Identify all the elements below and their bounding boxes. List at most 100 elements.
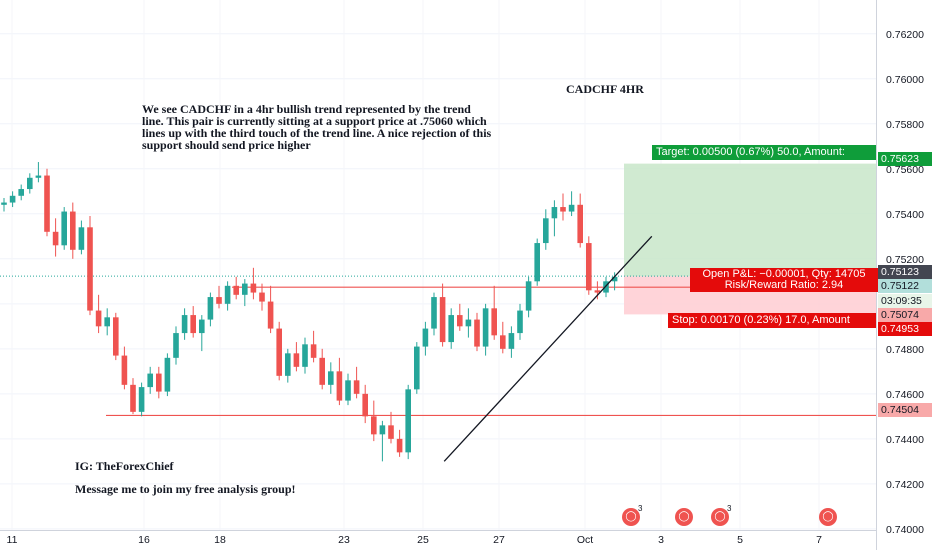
ig-handle: IG: TheForexChief	[75, 459, 174, 473]
candle	[52, 231, 59, 246]
countdown-label: 03:09:35	[878, 294, 932, 308]
candle	[465, 319, 472, 327]
stop-label: Stop: 0.00170 (0.23%) 17.0, Amount	[668, 313, 876, 328]
x-tick-label: 11	[7, 534, 18, 546]
candle	[310, 344, 317, 358]
y-tick-label: 0.74800	[886, 344, 924, 356]
candle	[336, 371, 343, 401]
candle	[474, 319, 480, 347]
candle	[405, 389, 411, 453]
x-tick-label: 23	[338, 534, 350, 546]
candle	[267, 301, 274, 329]
time-axis: 11 16 18 23 25 27 Oct 3 5 7	[7, 534, 823, 546]
calendar-event-icon[interactable]: ◯	[622, 508, 640, 526]
candle	[457, 315, 463, 327]
event-count: 3	[727, 504, 732, 513]
trendline	[443, 235, 653, 462]
calendar-event-icon[interactable]: ◯	[675, 508, 693, 526]
y-tick-label: 0.74000	[886, 524, 924, 536]
analysis-note: We see CADCHF in a 4hr bullish trend rep…	[142, 102, 492, 152]
candle	[568, 204, 575, 212]
x-tick-label: 25	[417, 534, 429, 546]
candle	[517, 310, 523, 334]
candle	[388, 425, 394, 439]
candle	[371, 416, 377, 435]
candle	[27, 177, 33, 190]
candle	[199, 319, 205, 334]
candle	[113, 317, 119, 356]
candle	[95, 310, 102, 327]
calendar-event-icon[interactable]: ◯	[711, 508, 729, 526]
event-count: 3	[638, 504, 643, 513]
candle	[285, 353, 291, 376]
y-tick-label: 0.75400	[886, 209, 924, 221]
candle	[44, 175, 50, 232]
target-label: Target: 0.00500 (0.67%) 50.0, Amount:	[652, 145, 876, 160]
open-pnl-label: Open P&L: −0.00001, Qty: 14705	[690, 268, 878, 281]
x-tick-label: 3	[658, 534, 664, 546]
candle	[259, 292, 265, 302]
entry-price-label: 0.75122	[878, 279, 932, 293]
candle	[173, 333, 179, 358]
candle	[224, 285, 231, 304]
candle	[130, 384, 136, 412]
candle	[328, 371, 334, 385]
candle	[87, 227, 93, 311]
candle	[242, 283, 248, 295]
candles	[1, 162, 618, 462]
candle	[147, 373, 153, 388]
candle	[207, 297, 214, 320]
risk-reward-label: Risk/Reward Ratio: 2.94	[690, 279, 878, 292]
x-tick-label: Oct	[577, 534, 593, 546]
lower-level-price-label: 0.74504	[878, 403, 932, 417]
candle	[508, 333, 515, 349]
candle	[543, 218, 549, 244]
candle	[482, 308, 489, 347]
y-tick-label: 0.74200	[886, 479, 924, 491]
candle	[362, 393, 368, 417]
candle	[302, 344, 308, 367]
current-price-label: 0.75123	[878, 265, 932, 279]
candle	[70, 211, 76, 250]
candle	[18, 189, 24, 196]
promo-message: Message me to join my free analysis grou…	[75, 482, 296, 496]
candle	[525, 281, 532, 311]
candle	[594, 290, 601, 293]
candle	[1, 202, 7, 205]
candle	[439, 297, 446, 343]
candle	[491, 308, 497, 336]
grid	[0, 33, 876, 530]
candle	[156, 373, 162, 392]
y-tick-label: 0.75800	[886, 119, 924, 131]
candle	[603, 281, 609, 293]
candle	[534, 243, 540, 282]
candle	[138, 387, 145, 412]
candle	[345, 380, 351, 401]
candle	[216, 297, 222, 304]
candle	[500, 335, 506, 349]
x-tick-label: 5	[737, 534, 743, 546]
y-tick-label: 0.75200	[886, 254, 924, 266]
support-level-price-label: 0.75074	[878, 308, 932, 322]
candle	[104, 317, 110, 327]
candle	[121, 355, 128, 385]
candle	[276, 328, 282, 376]
candle	[379, 425, 386, 435]
y-tick-label: 0.74600	[886, 389, 924, 401]
candle	[181, 315, 188, 334]
stop-price-label: 0.74953	[878, 322, 932, 336]
candle	[319, 357, 325, 385]
x-tick-label: 7	[816, 534, 822, 546]
y-tick-label: 0.76200	[886, 29, 924, 41]
target-price-label: 0.75623	[878, 152, 932, 166]
candle	[431, 297, 437, 329]
candle	[164, 357, 171, 392]
calendar-event-icon[interactable]: ◯	[819, 508, 837, 526]
candle	[353, 380, 360, 394]
bullish-trendline	[443, 235, 653, 462]
candle	[551, 207, 558, 219]
candle	[78, 227, 85, 250]
candle	[396, 438, 403, 453]
candle	[190, 315, 196, 334]
candle	[611, 276, 618, 282]
